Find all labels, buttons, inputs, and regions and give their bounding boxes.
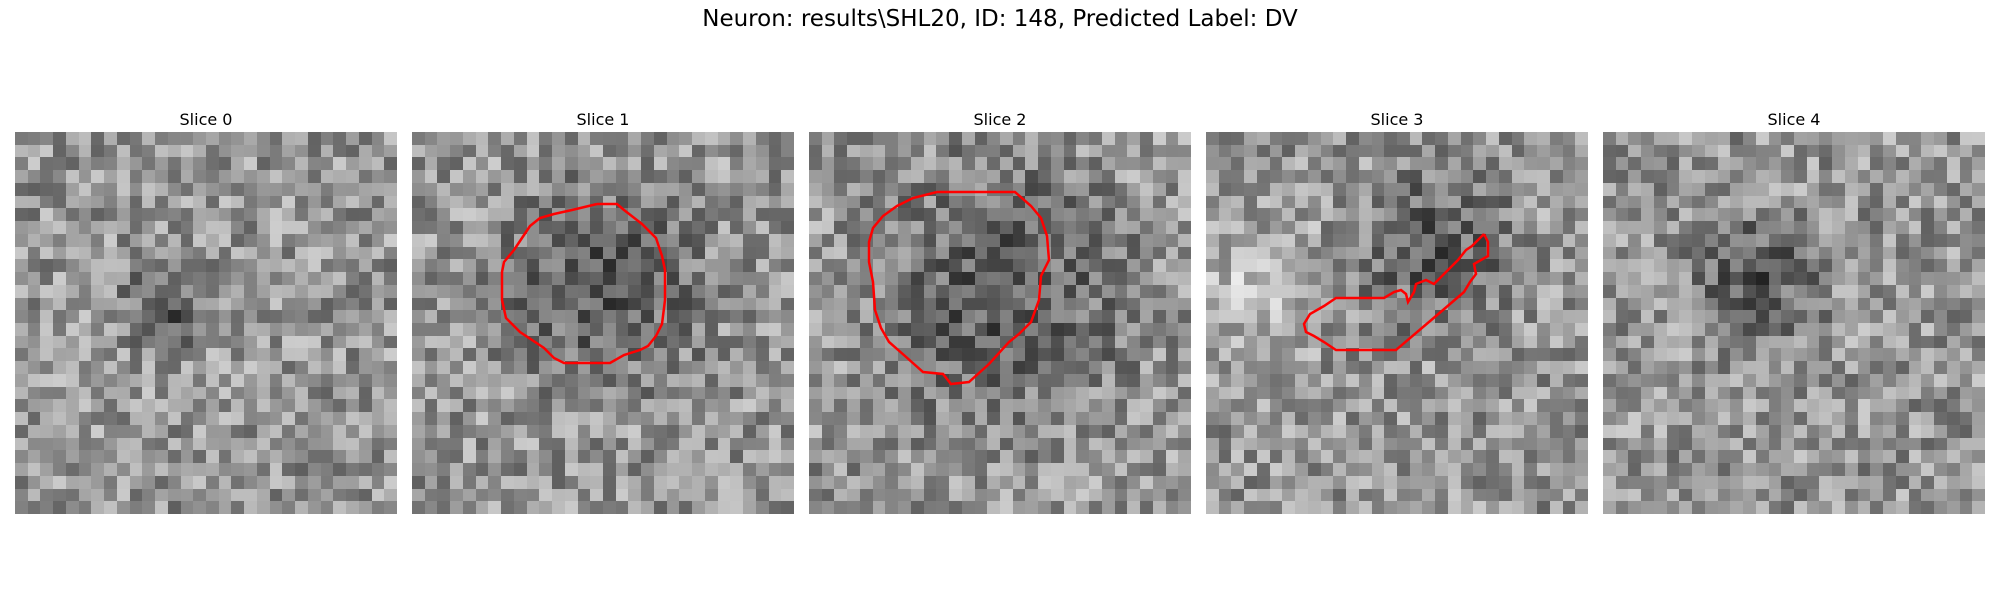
grayscale-image — [15, 132, 397, 514]
slice-panel-3: Slice 3 — [1206, 108, 1588, 514]
figure-title: Neuron: results\SHL20, ID: 148, Predicte… — [702, 6, 1298, 32]
slice-panel-0: Slice 0 — [15, 108, 397, 514]
slice-title-1: Slice 1 — [576, 110, 630, 129]
slice-image-4 — [1603, 132, 1985, 514]
slice-title-2: Slice 2 — [973, 110, 1027, 129]
slice-title-4: Slice 4 — [1767, 110, 1821, 129]
slice-panel-2: Slice 2 — [809, 108, 1191, 514]
slice-title-3: Slice 3 — [1370, 110, 1424, 129]
slice-title-0: Slice 0 — [179, 110, 233, 129]
grayscale-image — [412, 132, 794, 514]
slice-panel-4: Slice 4 — [1603, 108, 1985, 514]
slice-image-1 — [412, 132, 794, 514]
slice-panel-1: Slice 1 — [412, 108, 794, 514]
slice-image-3 — [1206, 132, 1588, 514]
grayscale-image — [1206, 132, 1588, 514]
grayscale-image — [809, 132, 1191, 514]
grayscale-image — [1603, 132, 1985, 514]
slice-image-0 — [15, 132, 397, 514]
slice-image-2 — [809, 132, 1191, 514]
